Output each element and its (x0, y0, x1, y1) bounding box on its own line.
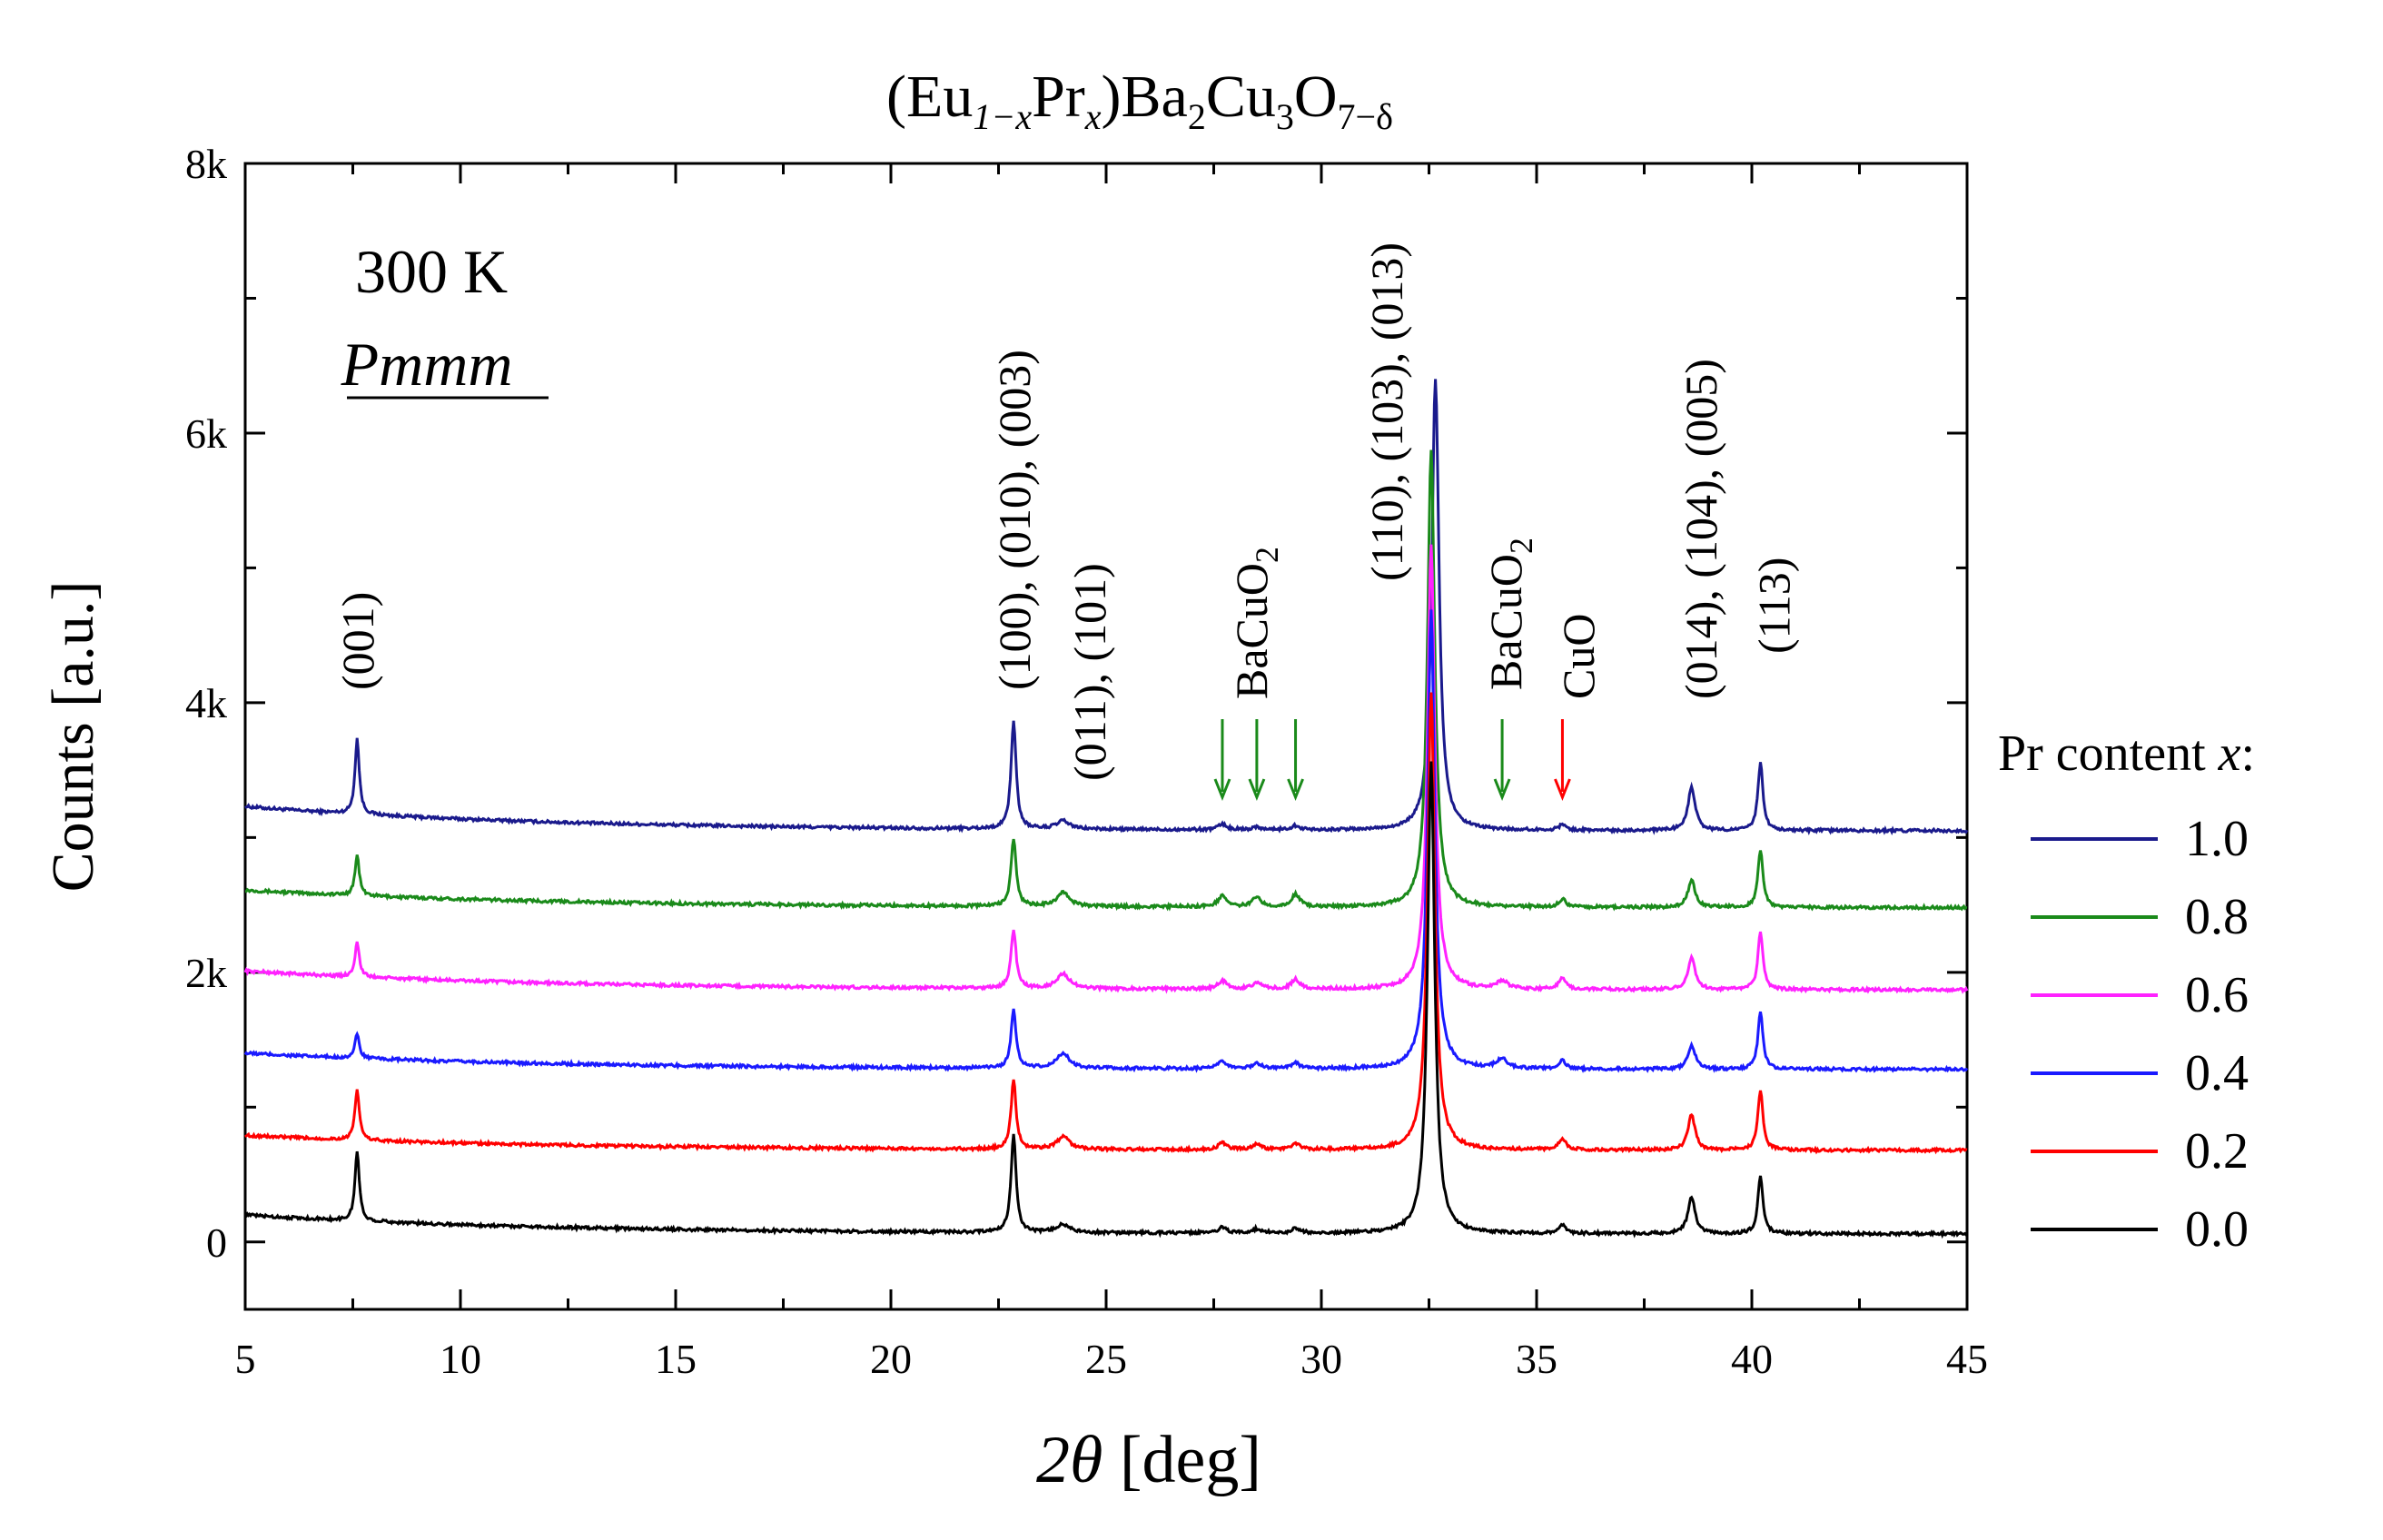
y-tick-label: 0 (206, 1219, 227, 1266)
y-axis-label: Counts [a.u.] (40, 581, 106, 893)
x-tick-label: 45 (1946, 1336, 1988, 1382)
legend-title: Pr content x: (1998, 726, 2255, 782)
trace-x-0.4 (243, 609, 1969, 1073)
x-tick-label: 15 (655, 1336, 697, 1382)
x-tick-label: 20 (870, 1336, 912, 1382)
legend-label: 0.8 (2185, 889, 2249, 945)
impurity-phase-label: BaCuO2 (1480, 538, 1539, 690)
space-group-annotation: Pmmm (341, 330, 513, 399)
x-tick-label: 35 (1516, 1336, 1557, 1382)
peak-label: (110), (103), (013) (1361, 242, 1412, 581)
peak-labels: (001) (100), (010), (003) (011), (101) (110… (332, 242, 1799, 781)
trace-x-1.0 (244, 379, 1969, 836)
peak-label: (014), (104), (005) (1676, 359, 1726, 699)
x-tick-label: 10 (440, 1336, 481, 1382)
impurity-phase-marks: BaCuO2 BaCuO2 CuO (1213, 538, 1604, 802)
legend: 1.0 0.8 0.6 0.4 0.2 0.0 (2031, 811, 2249, 1258)
peak-label: (001) (332, 592, 383, 690)
phase-arrowhead (1554, 778, 1571, 802)
trace-x-0.6 (243, 544, 1969, 994)
temperature-annotation: 300 K (355, 237, 508, 306)
trace-x-0.0 (244, 761, 1968, 1239)
legend-label: 0.2 (2185, 1123, 2249, 1180)
legend-label: 0.6 (2185, 967, 2249, 1023)
phase-arrowhead (1493, 778, 1511, 802)
impurity-phase-label: BaCuO2 (1226, 547, 1285, 699)
y-tick-label: 4k (185, 680, 227, 726)
peak-label: (011), (101) (1064, 563, 1115, 781)
legend-label: 0.0 (2185, 1201, 2249, 1258)
y-tick-label: 6k (185, 410, 227, 457)
x-axis-label: 2θ [deg] (1036, 1423, 1261, 1497)
x-tick-label: 40 (1731, 1336, 1773, 1382)
peak-label: (113) (1749, 558, 1800, 654)
impurity-phase-label: CuO (1553, 614, 1604, 699)
legend-label: 0.4 (2185, 1045, 2249, 1101)
diffraction-traces (243, 379, 1969, 1239)
axis-tick-labels: 5 10 15 20 25 30 35 40 45 0 2k 4k 6k 8k (185, 141, 1988, 1382)
chart-title: (Eu1−xPrx)Ba2Cu3O7−δ (886, 64, 1393, 137)
phase-arrowhead (1213, 778, 1231, 802)
legend-label: 1.0 (2185, 811, 2249, 867)
trace-x-0.2 (244, 692, 1968, 1155)
x-tick-label: 25 (1085, 1336, 1127, 1382)
axis-ticks (243, 162, 1969, 1309)
phase-arrowhead (1248, 778, 1266, 802)
y-tick-label: 2k (185, 950, 227, 996)
trace-x-0.8 (244, 449, 1968, 912)
x-tick-label: 30 (1300, 1336, 1342, 1382)
peak-label: (100), (010), (003) (989, 350, 1040, 690)
phase-arrowhead (1287, 778, 1304, 802)
y-tick-label: 8k (185, 141, 227, 187)
x-tick-label: 5 (235, 1336, 256, 1382)
